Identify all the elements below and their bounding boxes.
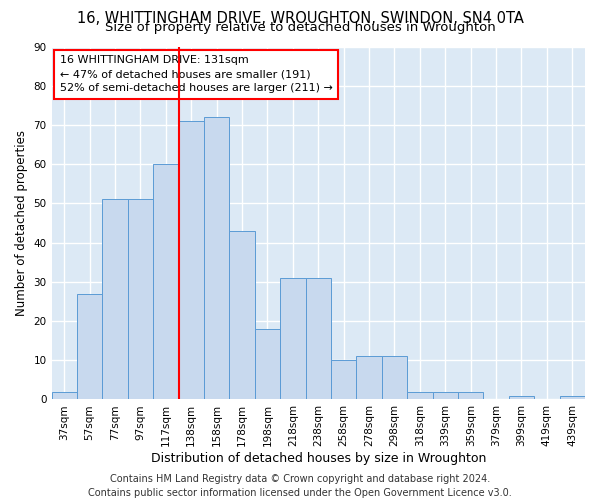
Bar: [128, 200, 153, 400]
Bar: [458, 392, 484, 400]
Bar: [229, 231, 255, 400]
Text: Contains HM Land Registry data © Crown copyright and database right 2024.
Contai: Contains HM Land Registry data © Crown c…: [88, 474, 512, 498]
Bar: [509, 396, 534, 400]
Bar: [179, 121, 204, 400]
Text: Size of property relative to detached houses in Wroughton: Size of property relative to detached ho…: [104, 22, 496, 35]
Bar: [153, 164, 179, 400]
Bar: [560, 396, 585, 400]
Bar: [103, 200, 128, 400]
Bar: [407, 392, 433, 400]
Bar: [77, 294, 103, 400]
Bar: [356, 356, 382, 400]
Bar: [280, 278, 305, 400]
Text: 16, WHITTINGHAM DRIVE, WROUGHTON, SWINDON, SN4 0TA: 16, WHITTINGHAM DRIVE, WROUGHTON, SWINDO…: [77, 11, 523, 26]
Bar: [382, 356, 407, 400]
Bar: [331, 360, 356, 400]
Bar: [52, 392, 77, 400]
Text: 16 WHITTINGHAM DRIVE: 131sqm
← 47% of detached houses are smaller (191)
52% of s: 16 WHITTINGHAM DRIVE: 131sqm ← 47% of de…: [59, 56, 332, 94]
Y-axis label: Number of detached properties: Number of detached properties: [15, 130, 28, 316]
Bar: [305, 278, 331, 400]
X-axis label: Distribution of detached houses by size in Wroughton: Distribution of detached houses by size …: [151, 452, 486, 465]
Bar: [433, 392, 458, 400]
Bar: [255, 329, 280, 400]
Bar: [204, 117, 229, 400]
